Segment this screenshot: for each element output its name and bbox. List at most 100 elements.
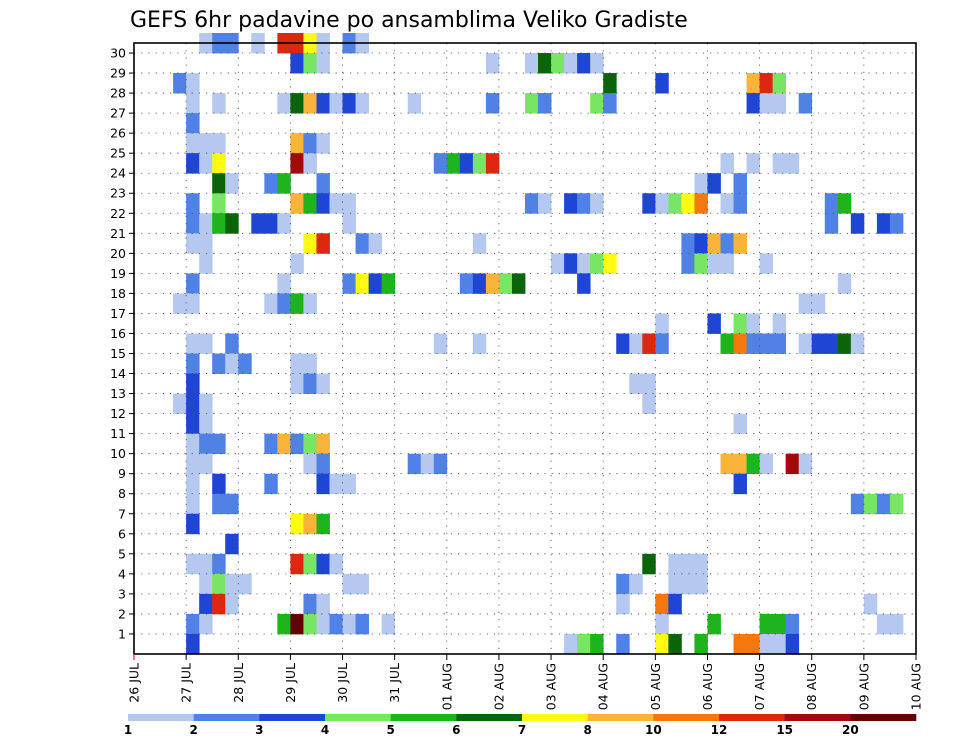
y-tick-label: 29 — [110, 66, 126, 81]
heatmap-cell — [316, 373, 330, 394]
heatmap-cell — [694, 573, 708, 595]
colorbar-swatch — [456, 714, 523, 721]
heatmap-cell — [212, 153, 226, 174]
heatmap-cell — [850, 213, 865, 234]
heatmap-cell — [368, 233, 383, 254]
heatmap-cell — [199, 573, 213, 595]
heatmap-cell — [212, 353, 226, 374]
heatmap-cell — [199, 333, 213, 354]
heatmap-cell — [342, 93, 356, 114]
heatmap-cell — [642, 393, 656, 414]
colorbar-label: 3 — [255, 723, 263, 737]
heatmap-cell — [420, 453, 435, 475]
y-tick-label: 12 — [110, 406, 126, 421]
y-tick-label: 2 — [118, 606, 126, 621]
y-tick-label: 24 — [110, 166, 126, 181]
heatmap-cell — [616, 333, 630, 354]
x-tick-label: 28 JUL — [231, 663, 246, 703]
x-tick-label: 05 AUG — [648, 663, 663, 710]
heatmap-cell — [199, 553, 213, 575]
heatmap-cell — [824, 213, 839, 234]
heatmap-cell — [772, 73, 787, 94]
heatmap-cell — [212, 433, 226, 455]
heatmap-cell — [798, 293, 813, 314]
heatmap-cell — [538, 193, 552, 214]
y-tick-label: 3 — [118, 586, 126, 601]
heatmap-cell — [733, 473, 747, 495]
heatmap-cell — [746, 73, 760, 94]
heatmap-cell — [212, 193, 226, 214]
heatmap-cell — [746, 633, 760, 655]
heatmap-cell — [342, 473, 356, 495]
colorbar-label: 10 — [645, 723, 662, 737]
heatmap-cell — [707, 253, 721, 274]
heatmap-cell — [329, 93, 343, 114]
y-tick-label: 5 — [118, 546, 126, 561]
heatmap-cell — [694, 193, 708, 214]
heatmap-cell — [290, 93, 304, 114]
heatmap-cell — [329, 193, 343, 214]
heatmap-cell — [655, 313, 669, 334]
x-tick-label: 30 JUL — [335, 663, 350, 703]
colorbar-label: 4 — [321, 723, 329, 737]
heatmap-cell — [290, 613, 304, 635]
y-tick-label: 10 — [110, 446, 126, 461]
heatmap-cell — [186, 373, 200, 394]
heatmap-cell — [316, 473, 330, 495]
heatmap-cell — [277, 293, 291, 314]
heatmap-cell — [342, 273, 356, 294]
heatmap-cell — [212, 473, 226, 495]
heatmap-cell — [759, 93, 774, 114]
heatmap-cell — [264, 293, 278, 314]
heatmap-cell — [316, 53, 330, 74]
y-tick-label: 1 — [118, 626, 126, 641]
y-tick-label: 4 — [118, 566, 126, 581]
heatmap-cell — [173, 73, 187, 94]
heatmap-cell — [238, 353, 252, 374]
colorbar-label: 5 — [386, 723, 394, 737]
colorbar-label: 1 — [124, 723, 132, 737]
heatmap-cell — [355, 93, 369, 114]
y-tick-label: 6 — [118, 526, 126, 541]
heatmap-cell — [759, 453, 774, 475]
heatmap-cell — [759, 73, 774, 94]
y-tick-label: 27 — [110, 106, 126, 121]
y-tick-label: 7 — [118, 506, 126, 521]
x-tick-label: 07 AUG — [752, 663, 767, 710]
heatmap-cell — [472, 233, 487, 254]
y-tick-label: 9 — [118, 466, 126, 481]
heatmap-cell — [277, 433, 291, 455]
heatmap-cell — [863, 593, 878, 615]
heatmap-cell — [850, 493, 865, 515]
x-tick-label: 27 JUL — [179, 663, 194, 703]
heatmap-cell — [655, 193, 669, 214]
heatmap-cell — [733, 173, 747, 194]
colorbar-swatch — [587, 714, 654, 721]
heatmap-cell — [694, 253, 708, 274]
heatmap-cell — [577, 193, 591, 214]
y-tick-label: 14 — [110, 366, 126, 381]
heatmap-cell — [186, 453, 200, 475]
heatmap-cell — [199, 453, 213, 475]
heatmap-cell — [785, 453, 800, 475]
heatmap-cell — [186, 633, 200, 655]
heatmap-cell — [368, 273, 383, 294]
heatmap-cell — [212, 593, 226, 615]
y-tick-label: 28 — [110, 86, 126, 101]
heatmap-cell — [746, 153, 760, 174]
heatmap-cell — [316, 233, 330, 254]
heatmap-cell — [381, 613, 396, 635]
colorbar-swatch — [784, 714, 851, 721]
heatmap-cell — [303, 513, 317, 535]
heatmap-cell — [681, 573, 695, 595]
heatmap-cell — [590, 93, 604, 114]
heatmap-cell — [251, 213, 265, 234]
heatmap-cell — [655, 633, 669, 655]
heatmap-cell — [681, 193, 695, 214]
heatmap-cell — [798, 333, 813, 354]
heatmap-cell — [564, 633, 578, 655]
heatmap-cell — [303, 233, 317, 254]
heatmap-cell — [303, 133, 317, 154]
heatmap-cell — [212, 493, 226, 515]
colorbar-swatch — [390, 714, 457, 721]
